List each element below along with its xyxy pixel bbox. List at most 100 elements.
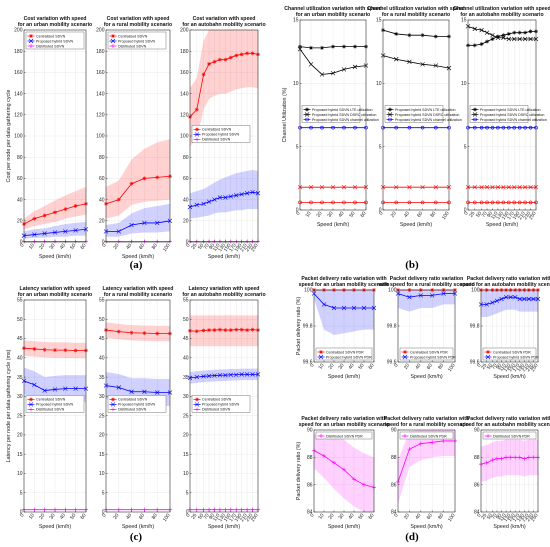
y-tick-label: 99.8 xyxy=(470,324,480,330)
x-tick-label: 190 xyxy=(512,211,522,221)
y-tick-label: 0 xyxy=(102,240,105,246)
x-tick-label: 40 xyxy=(338,211,346,219)
x-axis-label: Speed (km/h) xyxy=(486,222,519,228)
data-point xyxy=(320,125,324,130)
y-tick-label: 10 xyxy=(461,81,467,87)
data-point xyxy=(501,35,506,40)
chart-panel-2: Cost variation with speed for a rural mob… xyxy=(96,16,173,260)
data-point xyxy=(506,31,511,36)
data-point xyxy=(331,44,335,49)
x-tick-label: 30 xyxy=(338,363,346,371)
data-point xyxy=(472,200,477,205)
y-tick-label: 45 xyxy=(99,336,105,342)
y-tick-label: 0 xyxy=(296,208,299,214)
data-point xyxy=(42,231,47,236)
data-point xyxy=(207,61,212,66)
data-point xyxy=(142,389,147,394)
subfigure-label-c: (c) xyxy=(130,531,143,543)
x-tick-label: 40 xyxy=(414,363,422,371)
legend-box xyxy=(482,347,537,361)
data-point xyxy=(228,328,233,333)
data-point xyxy=(485,200,489,205)
data-point xyxy=(308,62,314,67)
data-point xyxy=(52,387,58,392)
legend-marker xyxy=(29,407,33,412)
plot-frame xyxy=(105,299,171,513)
x-tick-label: 0 xyxy=(476,363,483,369)
data-point xyxy=(517,455,522,460)
confidence-band xyxy=(398,430,455,504)
x-tick-label: 10 xyxy=(318,513,326,521)
data-point xyxy=(234,53,239,58)
y-tick-label: 99.6 xyxy=(303,360,313,366)
legend-marker xyxy=(472,112,478,117)
data-point xyxy=(201,328,206,333)
legend-marker xyxy=(195,407,199,412)
data-point xyxy=(531,455,536,460)
x-tick-label: 50 xyxy=(197,513,205,521)
y-tick-label: 25 xyxy=(17,413,23,419)
chart-title-line: Packet delivery ratio variation with xyxy=(467,416,550,422)
data-point xyxy=(73,203,78,208)
data-point xyxy=(201,72,206,77)
x-tick-label: 110 xyxy=(212,513,222,523)
x-tick-label: 25 xyxy=(480,513,488,521)
data-point xyxy=(217,327,222,332)
chart-title-line: speed for an urban mobility scenario xyxy=(299,422,390,428)
x-tick-label: 0 xyxy=(463,211,470,217)
data-point xyxy=(517,184,522,190)
series-line xyxy=(105,329,170,334)
x-tick-label: 170 xyxy=(228,243,238,253)
data-point xyxy=(155,175,160,180)
x-tick-label: 30 xyxy=(338,513,346,521)
x-tick-label: 40 xyxy=(414,513,422,521)
x-tick-label: 230 xyxy=(244,243,254,253)
data-point xyxy=(528,36,533,42)
y-tick-label: 80 xyxy=(17,155,23,161)
data-point xyxy=(522,456,527,461)
y-axis-label: Packet delivery ratio (%) xyxy=(296,442,302,501)
chart-title-line: Packet delivery ratio variation xyxy=(390,276,464,282)
data-point xyxy=(352,477,356,482)
legend-marker xyxy=(318,354,324,360)
chart-title-line: Cost variation with speed xyxy=(107,16,170,22)
y-tick-label: 88 xyxy=(307,455,313,461)
data-point xyxy=(194,202,200,208)
data-point xyxy=(116,329,121,334)
data-point xyxy=(42,388,47,393)
x-tick-label: 0 xyxy=(185,243,192,249)
x-tick-label: 0 xyxy=(476,513,483,519)
x-tick-label: 150 xyxy=(223,513,233,523)
y-tick-label: 100 xyxy=(96,134,105,140)
data-point xyxy=(526,296,532,302)
y-tick-label: 140 xyxy=(14,91,23,97)
chart-title-line: for a rural mobility scenario xyxy=(104,292,172,298)
y-tick-label: 20 xyxy=(17,433,23,439)
data-point xyxy=(217,372,223,378)
chart-panel-15: Packet delivery ratio variation with spee… xyxy=(460,416,550,530)
data-point xyxy=(352,64,358,70)
x-tick-label: 230 xyxy=(244,513,254,523)
data-point xyxy=(245,328,250,333)
data-point xyxy=(194,374,200,380)
chart-title-line: Packet delivery ratio variation with xyxy=(467,276,550,282)
data-point xyxy=(228,55,233,60)
y-tick-label: 80 xyxy=(183,155,189,161)
x-tick-label: 20 xyxy=(112,243,120,251)
y-tick-label: 10 xyxy=(293,81,299,87)
data-point xyxy=(353,200,357,205)
data-point xyxy=(490,458,495,463)
data-point xyxy=(142,331,147,336)
data-point xyxy=(320,200,324,205)
x-tick-label: 20 xyxy=(112,513,120,521)
data-point xyxy=(129,389,134,394)
x-tick-label: 110 xyxy=(498,363,508,373)
data-point xyxy=(353,44,357,49)
data-point xyxy=(407,200,412,205)
x-tick-label: 90 xyxy=(486,211,494,219)
chart-panel-4: Channel utilization variation with speed… xyxy=(282,6,382,228)
legend-entry: Distributed SDVN PDR xyxy=(493,434,530,438)
y-tick-label: 20 xyxy=(183,219,189,225)
legend-entry: Proposed hybrid SDVN LTE utilization xyxy=(395,108,455,112)
data-point xyxy=(154,220,160,226)
